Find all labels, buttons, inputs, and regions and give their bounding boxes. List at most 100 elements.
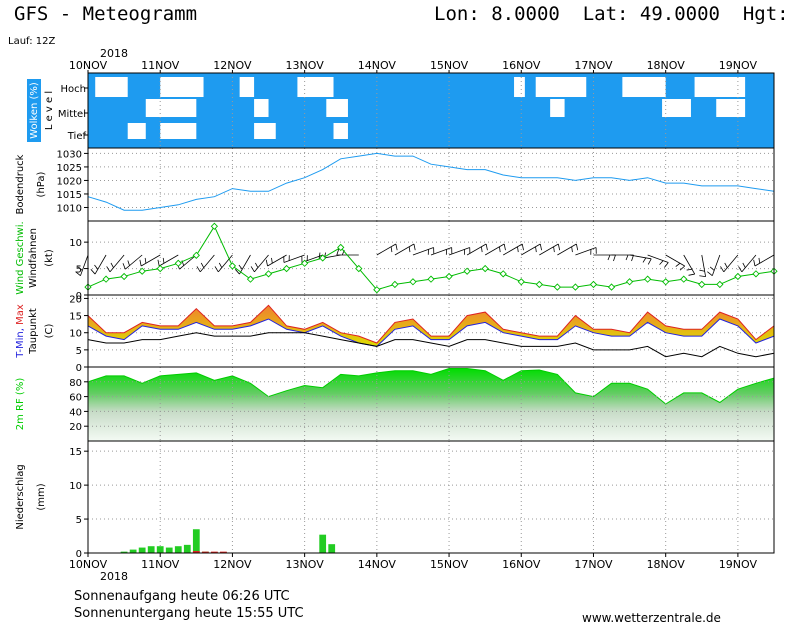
temperature-unit: (C) bbox=[44, 324, 55, 339]
run-label: Lauf: 12Z bbox=[8, 36, 55, 47]
wind-speed-point bbox=[445, 272, 453, 281]
wind-barb-feather bbox=[480, 246, 483, 253]
wind-speed-point bbox=[463, 267, 471, 275]
wind-barb bbox=[683, 254, 696, 275]
wind-barb bbox=[179, 254, 197, 270]
day-label-bottom: 16NOV bbox=[502, 558, 541, 571]
wind-speed-point bbox=[553, 283, 562, 291]
wind-barb-feather bbox=[724, 262, 728, 268]
temperature-range-area bbox=[88, 305, 774, 347]
wind-barb-feather bbox=[106, 266, 111, 273]
wind-speed-point bbox=[589, 280, 598, 289]
y-tick-label: 60 bbox=[69, 393, 82, 404]
wind-speed-point bbox=[246, 275, 255, 283]
wind-speed-point bbox=[409, 278, 417, 286]
wind-barb-feather bbox=[139, 259, 142, 267]
day-label-top: 12NOV bbox=[213, 59, 252, 72]
year-label-top: 2018 bbox=[100, 47, 128, 60]
wind-barb-feather bbox=[742, 262, 746, 268]
wind-barbs bbox=[75, 243, 775, 278]
y-tick-label: 1025 bbox=[57, 163, 82, 174]
wind-barb-feather bbox=[659, 260, 664, 265]
precip-bar bbox=[129, 549, 137, 553]
wind-barb-feather bbox=[485, 243, 488, 251]
day-label-bottom: 11NOV bbox=[141, 558, 180, 571]
wind-barb-feather bbox=[234, 269, 240, 275]
dewpoint-label: Taupunkt bbox=[28, 308, 39, 355]
y-tick-label: 0 bbox=[76, 291, 82, 302]
precip-bar-snow bbox=[210, 551, 218, 553]
wind-speed-point bbox=[499, 270, 507, 278]
cloud-gap-hoch bbox=[514, 77, 525, 97]
wind-barb-feather bbox=[521, 243, 524, 251]
y-tick-label: 1020 bbox=[57, 176, 82, 187]
temperature-axis: 0 5 10 15 20 bbox=[69, 294, 774, 374]
tmax-line bbox=[87, 304, 775, 344]
wind-barb-feather bbox=[503, 243, 506, 251]
dewpoint-line bbox=[87, 332, 775, 358]
precip-bar bbox=[183, 544, 191, 553]
wind-barb-feather bbox=[75, 271, 81, 276]
wind-barb-feather bbox=[753, 259, 756, 267]
temperature-grid bbox=[87, 295, 739, 367]
y-tick-label: 80 bbox=[69, 378, 82, 389]
wind-barb bbox=[557, 243, 577, 256]
precip-bar bbox=[147, 546, 155, 553]
day-label-bottom: 12NOV bbox=[213, 558, 252, 571]
wind-barb bbox=[701, 254, 707, 277]
wind-speed-point bbox=[571, 283, 580, 291]
wind-speed-point bbox=[228, 262, 237, 270]
y-tick-label: 0 bbox=[76, 549, 82, 560]
cloud-gap-hoch bbox=[535, 77, 587, 97]
wind-speed-point bbox=[734, 272, 742, 281]
wind-barb-feather bbox=[390, 246, 393, 253]
wind-speed-point bbox=[391, 280, 399, 289]
precip-bar bbox=[120, 551, 128, 553]
wind-barb-feather bbox=[738, 266, 743, 273]
wind-barb-feather bbox=[571, 246, 573, 253]
precip-bar-snow bbox=[220, 551, 227, 553]
wind-barb-feather bbox=[607, 254, 611, 261]
humidity-axis: 20 40 60 80 bbox=[69, 378, 774, 433]
cloud-level-mittel: Mittel bbox=[58, 109, 86, 120]
wind-barb-feather bbox=[613, 254, 616, 262]
wind-barb-feather bbox=[144, 257, 147, 264]
y-tick-label: 15 bbox=[69, 447, 82, 458]
wind-barb-feather bbox=[90, 269, 96, 275]
wind-barb-feather bbox=[127, 260, 130, 266]
wind-speed-point bbox=[481, 264, 489, 273]
y-tick-label: 5 bbox=[76, 515, 82, 526]
wind-barb bbox=[521, 243, 541, 256]
wind-speed-point bbox=[120, 272, 128, 281]
wind-speed-point bbox=[716, 280, 724, 289]
cloud-level-hoch: Hoch bbox=[61, 84, 86, 95]
wind-barb bbox=[159, 254, 179, 267]
pressure-grid bbox=[87, 148, 739, 221]
sunrise-text: Sonnenaufgang heute 06:26 UTC bbox=[74, 589, 290, 604]
wind-speed-point bbox=[625, 278, 634, 286]
wind-barb-feather bbox=[625, 254, 629, 261]
wind-barb-feather bbox=[675, 262, 681, 267]
y-tick-label: 10 bbox=[69, 238, 82, 249]
wind-barb-feather bbox=[517, 246, 519, 253]
wind-barb-feather bbox=[218, 262, 223, 268]
y-tick-label: 20 bbox=[69, 422, 82, 433]
y-tick-label: 20 bbox=[69, 294, 82, 305]
day-label-bottom: 18NOV bbox=[647, 558, 686, 571]
wind-speed-point bbox=[300, 259, 309, 267]
precip-bar bbox=[328, 544, 336, 553]
day-label-top: 10NOV bbox=[69, 59, 108, 72]
wind-barb bbox=[484, 243, 505, 256]
tmax-label: Max bbox=[15, 304, 26, 325]
y-tick-label: 10 bbox=[69, 481, 82, 492]
pressure-unit: (hPa) bbox=[36, 171, 47, 197]
wind-speed-point bbox=[282, 264, 291, 273]
wind-barb-feather bbox=[535, 246, 537, 253]
day-label-bottom: 13NOV bbox=[286, 558, 325, 571]
wind-barb-feather bbox=[110, 262, 114, 268]
wind-barb bbox=[254, 254, 269, 273]
wind-speed-point bbox=[355, 264, 363, 273]
wind-barb bbox=[647, 254, 669, 263]
wind-barb bbox=[140, 254, 161, 267]
